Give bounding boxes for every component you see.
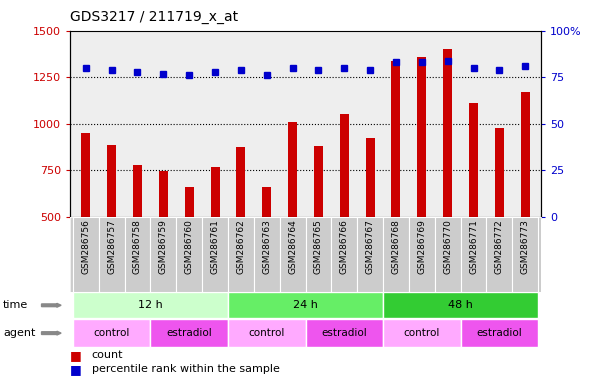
Bar [383, 217, 409, 292]
Text: 48 h: 48 h [448, 300, 473, 310]
Bar [280, 217, 306, 292]
Bar [228, 292, 383, 318]
Text: estradiol: estradiol [166, 328, 212, 338]
Bar [383, 319, 461, 347]
Bar [125, 217, 150, 292]
Bar [73, 292, 228, 318]
Bar [409, 217, 435, 292]
Text: count: count [92, 350, 123, 360]
Text: ■: ■ [70, 363, 86, 376]
Bar [73, 319, 150, 347]
Text: control: control [249, 328, 285, 338]
Text: estradiol: estradiol [477, 328, 522, 338]
Bar [306, 217, 331, 292]
Text: estradiol: estradiol [321, 328, 367, 338]
Text: GSM286756: GSM286756 [81, 219, 90, 274]
Bar [521, 92, 530, 217]
Bar [211, 167, 219, 217]
Bar [469, 103, 478, 217]
Text: GSM286773: GSM286773 [521, 219, 530, 274]
Bar [107, 145, 116, 217]
Bar [306, 319, 383, 347]
Bar [159, 171, 168, 217]
Text: GSM286767: GSM286767 [365, 219, 375, 274]
Text: GSM286758: GSM286758 [133, 219, 142, 274]
Text: GSM286771: GSM286771 [469, 219, 478, 274]
Bar [202, 217, 228, 292]
Bar [185, 187, 194, 217]
Bar [288, 122, 297, 217]
Bar [435, 217, 461, 292]
Bar [461, 319, 538, 347]
Bar [365, 138, 375, 217]
Bar [417, 57, 426, 217]
Bar [331, 217, 357, 292]
Text: control: control [93, 328, 130, 338]
Bar [254, 217, 280, 292]
Bar [512, 217, 538, 292]
Bar [228, 217, 254, 292]
Bar [176, 217, 202, 292]
Bar [486, 217, 512, 292]
Text: 12 h: 12 h [138, 300, 163, 310]
Text: GSM286759: GSM286759 [159, 219, 168, 274]
Bar [357, 217, 383, 292]
Text: GDS3217 / 211719_x_at: GDS3217 / 211719_x_at [70, 10, 238, 23]
Text: GSM286766: GSM286766 [340, 219, 349, 274]
Text: GSM286764: GSM286764 [288, 219, 297, 274]
Text: GSM286769: GSM286769 [417, 219, 426, 274]
Bar [314, 146, 323, 217]
Text: ■: ■ [70, 349, 86, 362]
Bar [495, 127, 504, 217]
Text: GSM286763: GSM286763 [262, 219, 271, 274]
Bar [150, 217, 176, 292]
Text: 24 h: 24 h [293, 300, 318, 310]
Bar [262, 187, 271, 217]
Bar [133, 165, 142, 217]
Text: GSM286772: GSM286772 [495, 219, 504, 274]
Text: GSM286762: GSM286762 [236, 219, 246, 274]
Text: GSM286761: GSM286761 [211, 219, 219, 274]
Bar [443, 49, 452, 217]
Text: GSM286760: GSM286760 [185, 219, 194, 274]
Text: GSM286757: GSM286757 [107, 219, 116, 274]
Bar [383, 292, 538, 318]
Text: GSM286768: GSM286768 [392, 219, 400, 274]
Bar [150, 319, 228, 347]
Bar [81, 133, 90, 217]
Text: time: time [3, 300, 28, 310]
Text: GSM286765: GSM286765 [314, 219, 323, 274]
Text: agent: agent [3, 328, 35, 338]
Bar [73, 217, 99, 292]
Bar [461, 217, 486, 292]
Bar [392, 61, 400, 217]
Bar [340, 114, 349, 217]
Bar [99, 217, 125, 292]
Text: GSM286770: GSM286770 [443, 219, 452, 274]
Bar [236, 147, 246, 217]
Text: percentile rank within the sample: percentile rank within the sample [92, 364, 279, 374]
Text: control: control [404, 328, 440, 338]
Bar [228, 319, 306, 347]
